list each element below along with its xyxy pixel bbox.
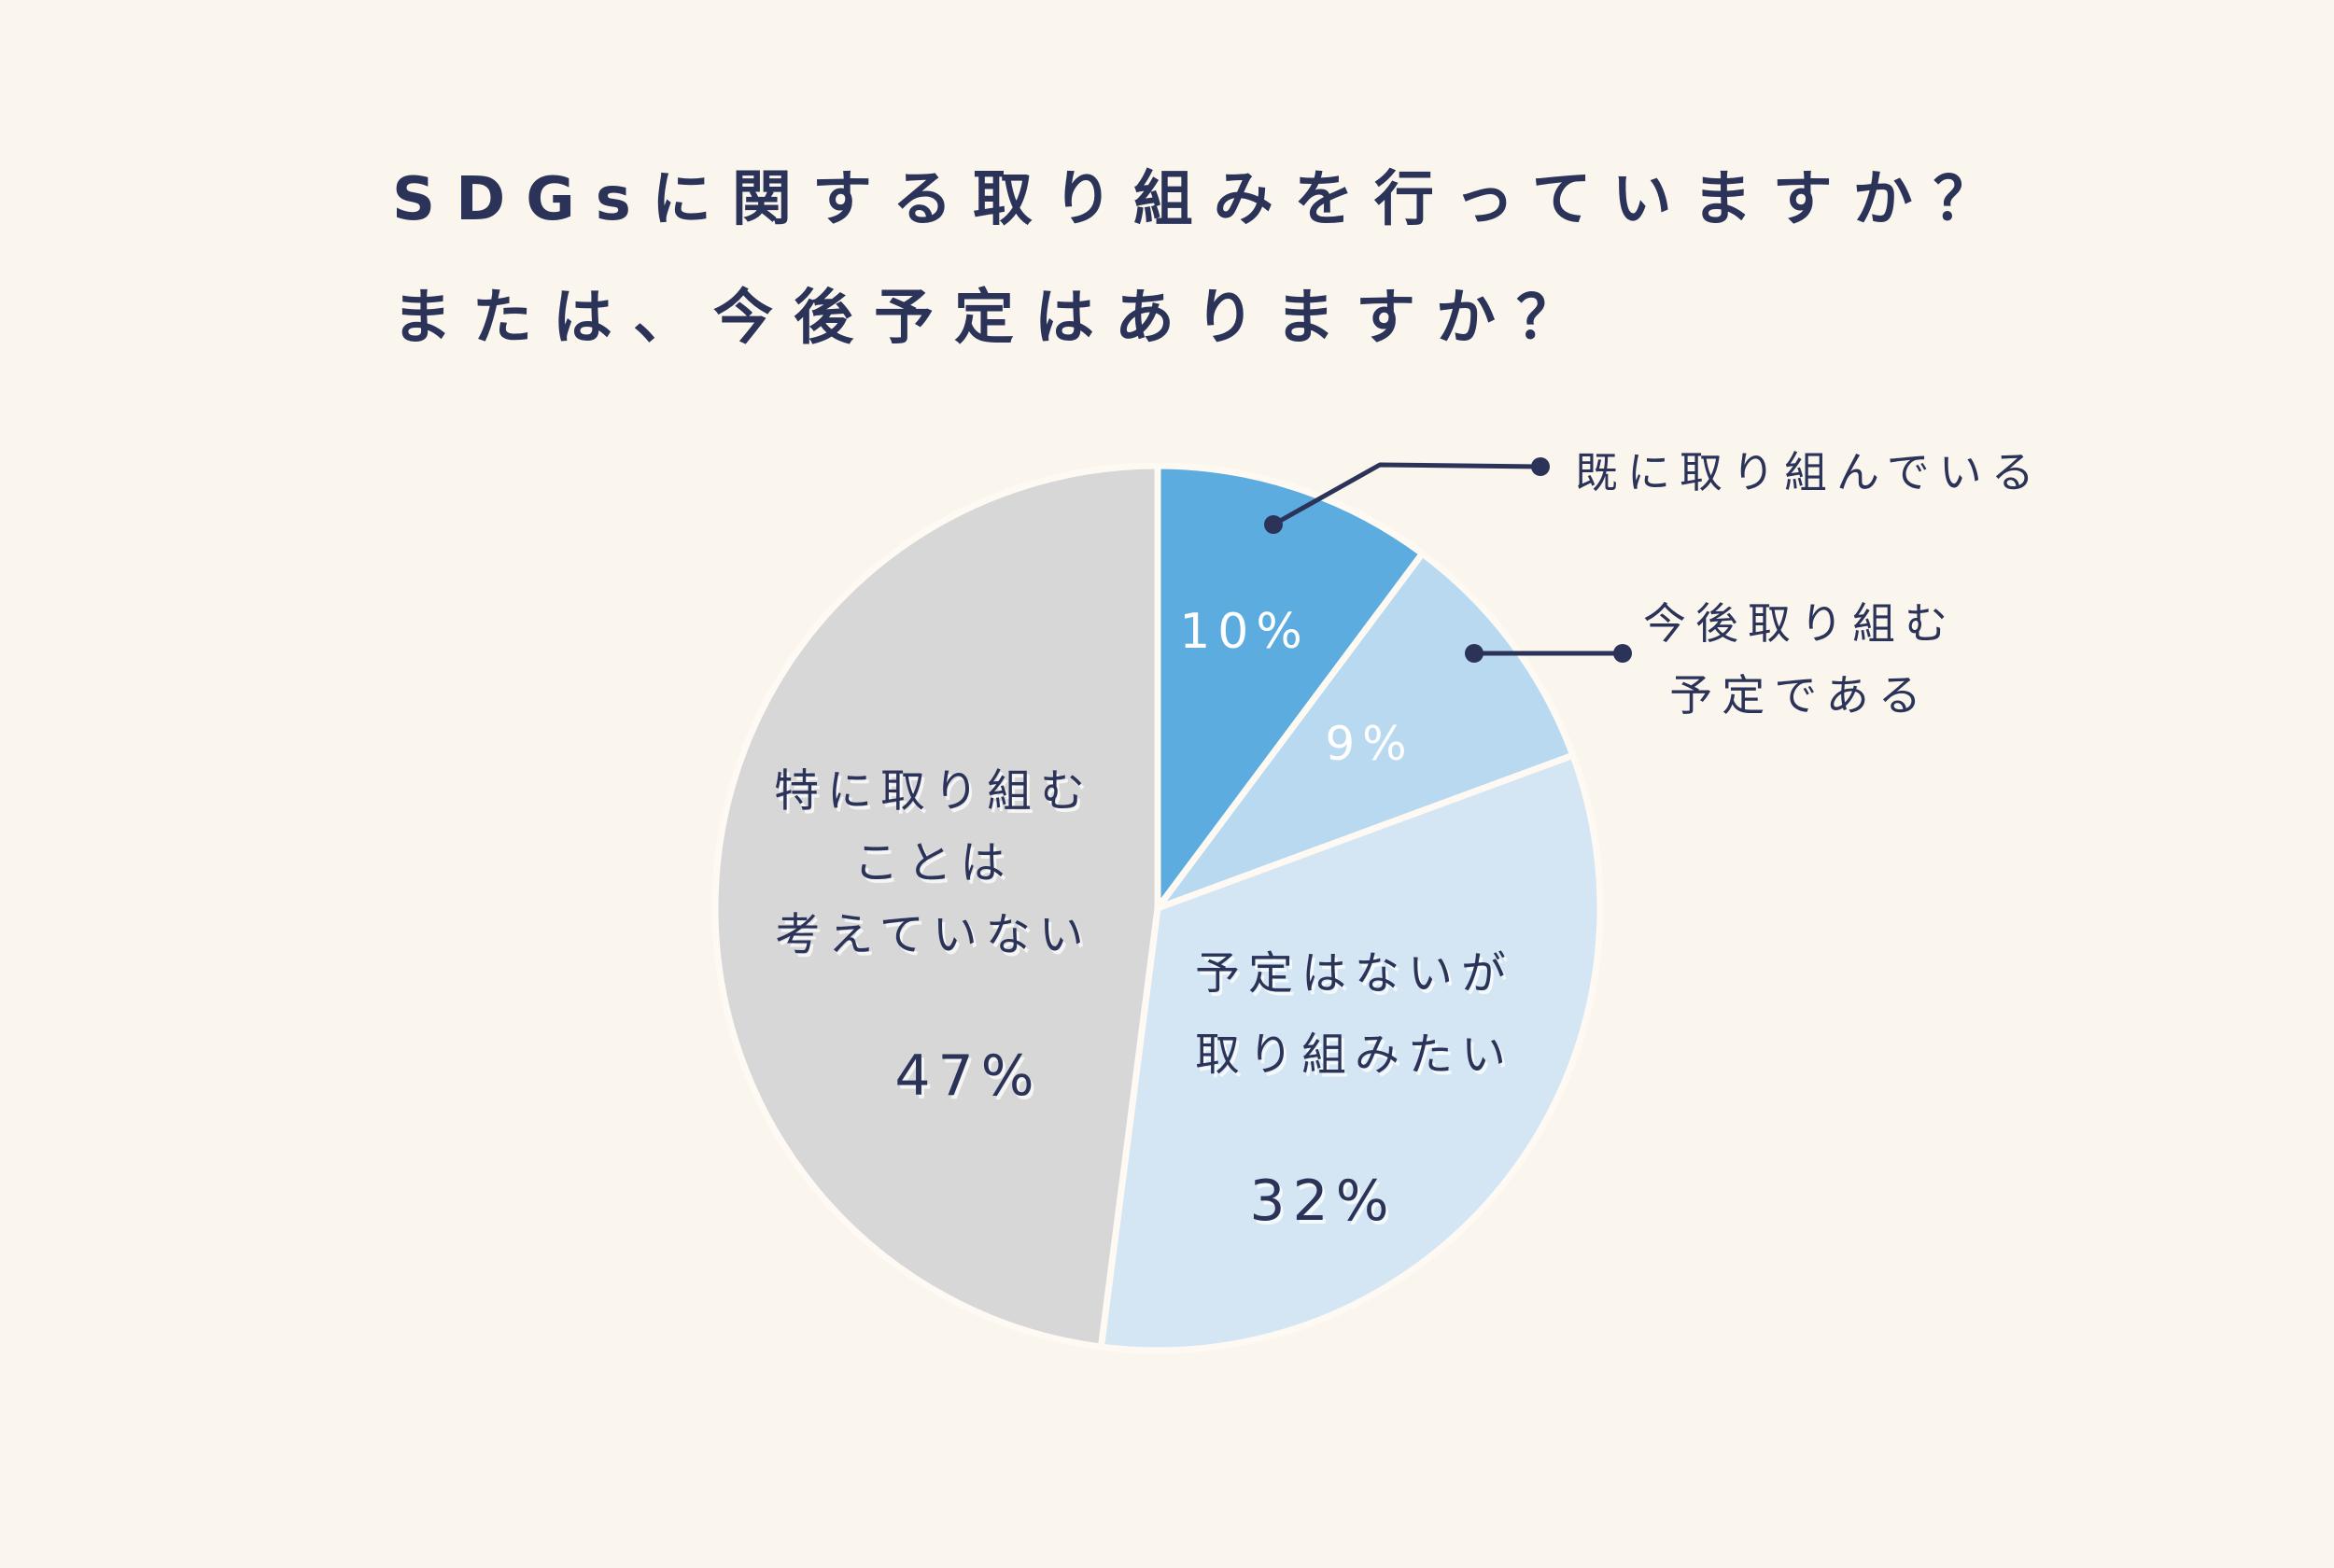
pie-inside-label-line: 考えていない (775, 908, 1092, 961)
pie-slice-0 (1154, 462, 1426, 912)
pie-callout-label-line: 予定である (1669, 670, 1931, 721)
chart-title-line1: SDGsに関する取り組みを行っていますか？ (392, 165, 2014, 234)
pie-inside-label-line: 予定はないが (1194, 947, 1515, 1000)
chart-title-line2: または、今後予定はありますか？ (392, 284, 1596, 353)
pie-slice-2 (1097, 751, 1604, 1354)
pie-percent-label-10: 10% (1179, 604, 1310, 660)
pie-callout-label-segment-10: 既に取り組んでいる (1575, 447, 2044, 497)
callout-leader-lines (1264, 457, 1632, 663)
callout-dot (1465, 644, 1483, 663)
pie-inside-label-segment-32: 予定はないが 取り組みたい (1195, 933, 1514, 1096)
pie-slices (711, 462, 1604, 1354)
pie-callout-label-segment-9: 今後取り組む 予定である (1643, 588, 1957, 732)
pie-inside-label-line: 特に取り組む (773, 764, 1094, 818)
chart-title: SDGsに関する取り組みを行っていますか？ または、今後予定はありますか？ (392, 141, 2014, 378)
callout-dot (1613, 644, 1632, 663)
pie-slice-1 (1154, 550, 1577, 912)
callout-dot (1531, 457, 1550, 476)
pie-percent-label-9: 9% (1325, 717, 1414, 771)
callout-dot (1264, 515, 1283, 534)
pie-percent-label-32: 32% (1249, 1169, 1397, 1234)
pie-inside-label-line: ことは (853, 836, 1014, 889)
pie-percent-label-47: 47% (894, 1043, 1042, 1109)
pie-inside-label-segment-47: 特に取り組む ことは 考えていない (774, 756, 1093, 972)
pie-inside-label-line: 取り組みたい (1194, 1029, 1515, 1081)
callout-leader-line-0 (1272, 462, 1541, 527)
pie-slice-3 (711, 462, 1161, 1351)
pie-callout-label-line: 今後取り組む (1643, 598, 1957, 649)
